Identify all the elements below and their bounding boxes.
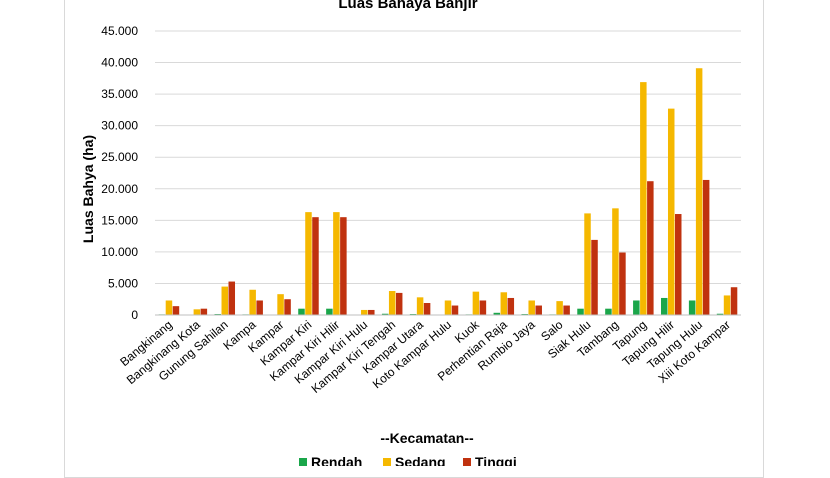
y-tick-label: 40.000 — [101, 56, 138, 70]
bar-sedang — [696, 68, 703, 315]
bar-sedang — [584, 213, 591, 315]
bar-tinggi — [312, 217, 319, 315]
y-tick-label: 10.000 — [101, 245, 138, 259]
bar-tinggi — [508, 298, 515, 315]
bars — [159, 68, 738, 315]
bar-sedang — [166, 300, 173, 315]
bar-tinggi — [340, 217, 347, 315]
bar-sedang — [612, 208, 619, 315]
bar-tinggi — [535, 306, 542, 315]
bar-sedang — [417, 297, 424, 315]
bar-sedang — [445, 300, 452, 315]
bar-sedang — [724, 295, 731, 315]
bar-tinggi — [368, 310, 375, 315]
bar-rendah — [326, 309, 333, 315]
bar-sedang — [222, 287, 229, 315]
bar-tinggi — [647, 181, 654, 315]
bar-rendah — [633, 300, 640, 315]
bar-tinggi — [675, 214, 682, 315]
bar-sedang — [473, 292, 480, 315]
bar-sedang — [389, 291, 396, 315]
bar-rendah — [577, 309, 584, 315]
bar-tinggi — [619, 253, 626, 315]
bar-tinggi — [201, 309, 208, 315]
x-axis-title: --Kecamatan-- — [380, 430, 474, 446]
bar-sedang — [640, 82, 647, 315]
bar-rendah — [298, 309, 305, 315]
bar-sedang — [528, 300, 535, 315]
legend-label-rendah: Rendah — [311, 454, 362, 466]
bar-tinggi — [563, 306, 570, 315]
legend-swatch-rendah — [299, 458, 307, 466]
y-tick-label: 25.000 — [101, 150, 138, 164]
bar-tinggi — [591, 240, 598, 315]
bar-rendah — [605, 309, 612, 315]
y-tick-label: 0 — [131, 308, 138, 322]
legend-label-sedang: Sedang — [395, 454, 446, 466]
bar-rendah — [661, 298, 668, 315]
bar-sedang — [361, 310, 368, 315]
legend-swatch-sedang — [383, 458, 391, 466]
bar-sedang — [556, 301, 563, 315]
bar-tinggi — [256, 300, 263, 315]
bar-sedang — [249, 290, 256, 315]
bar-tinggi — [480, 300, 487, 315]
y-tick-label: 45.000 — [101, 24, 138, 38]
bar-sedang — [668, 109, 675, 315]
bar-sedang — [333, 212, 340, 315]
bar-tinggi — [396, 293, 403, 315]
legend-label-tinggi: Tinggi — [475, 454, 517, 466]
bar-tinggi — [173, 306, 180, 315]
legend-swatch-tinggi — [463, 458, 471, 466]
legend: Rendah Sedang Tinggi — [299, 454, 517, 466]
bar-tinggi — [703, 180, 710, 315]
bar-tinggi — [424, 303, 431, 315]
bar-rendah — [689, 300, 696, 315]
y-tick-label: 35.000 — [101, 87, 138, 101]
bar-sedang — [501, 292, 508, 315]
bar-tinggi — [284, 299, 291, 315]
y-axis-title: Luas Bahya (ha) — [80, 135, 96, 243]
y-tick-label: 20.000 — [101, 182, 138, 196]
y-tick-label: 15.000 — [101, 213, 138, 227]
y-tick-label: 30.000 — [101, 119, 138, 133]
bar-tinggi — [452, 306, 459, 315]
y-tick-labels: 0 5.000 10.000 15.000 20.000 25.000 30.000 35.0… — [101, 24, 138, 322]
bar-tinggi — [229, 282, 236, 315]
chart-title: Luas Bahaya Banjir — [338, 0, 477, 12]
bar-sedang — [277, 294, 284, 315]
bar-tinggi — [731, 287, 738, 315]
y-tick-label: 5.000 — [108, 276, 138, 290]
bar-sedang — [194, 309, 201, 315]
bar-chart: Luas Bahaya Banjir 0 5.000 10.000 15.000 20.… — [0, 0, 830, 466]
bar-sedang — [305, 212, 312, 315]
